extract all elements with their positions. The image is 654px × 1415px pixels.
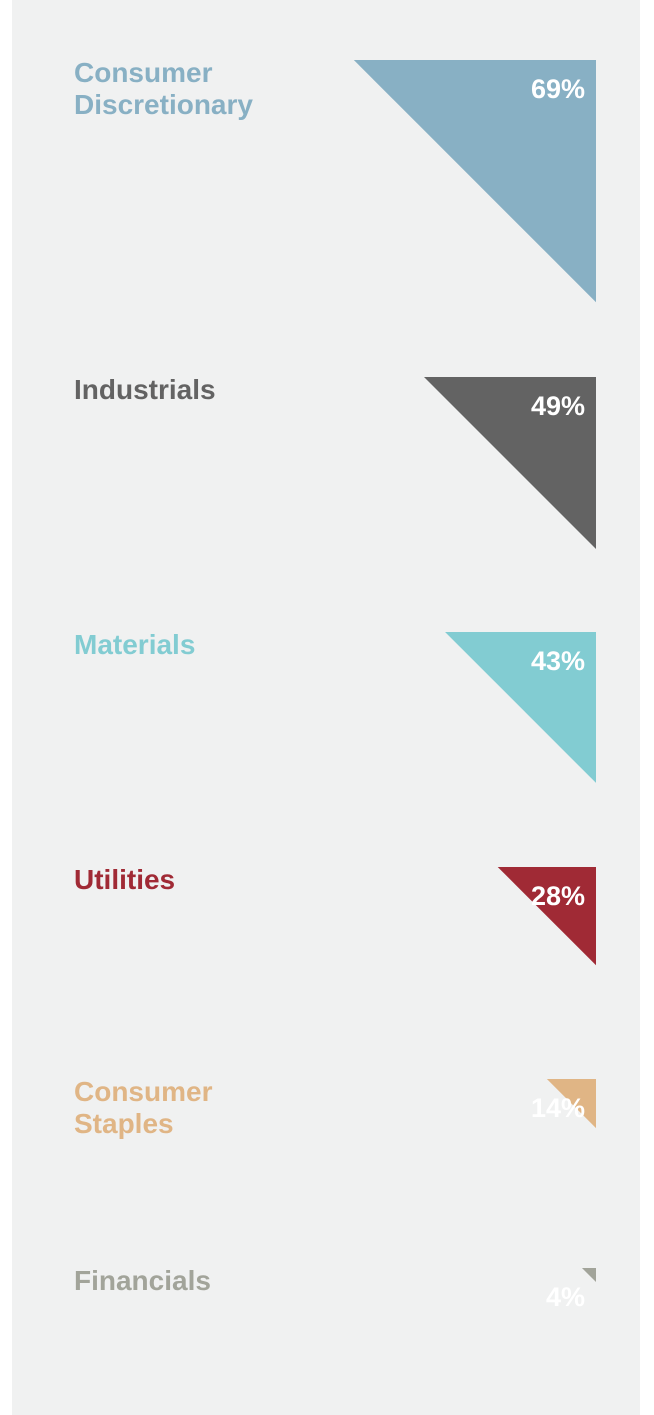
chart-panel: Consumer Discretionary 69% Industrials 49% Ma… [12, 0, 640, 1415]
chart-row-materials: Materials 43% [74, 629, 596, 783]
chart-row-consumer-staples: Consumer Staples 14% [74, 1076, 596, 1139]
chart-row-utilities: Utilities 28% [74, 864, 596, 966]
category-label-line: Staples [74, 1108, 174, 1139]
category-label-line: Utilities [74, 864, 175, 895]
chart-row-industrials: Industrials 49% [74, 374, 596, 549]
value-label-financials: 4% [546, 1282, 585, 1312]
value-label-consumer-discretionary: 69% [531, 74, 585, 104]
category-label-line: Industrials [74, 374, 216, 405]
triangle-mark-industrials [424, 377, 596, 549]
category-label-industrials: Industrials [74, 374, 216, 405]
chart-row-consumer-discretionary: Consumer Discretionary 69% [74, 57, 596, 303]
value-label-materials: 43% [531, 646, 585, 676]
category-label-line: Materials [74, 629, 195, 660]
category-label-financials: Financials [74, 1265, 211, 1296]
category-label-line: Discretionary [74, 89, 253, 120]
category-label-consumer-discretionary: Consumer Discretionary [74, 57, 253, 120]
value-label-consumer-staples: 14% [531, 1093, 585, 1123]
triangle-bar-chart: Consumer Discretionary 69%Industrials49%Ma… [74, 57, 596, 1312]
value-label-industrials: 49% [531, 391, 585, 421]
chart-row-financials: Financials 4% [74, 1265, 596, 1312]
triangle-mark-consumer-discretionary [353, 60, 596, 303]
triangle-mark-consumer-staples [546, 1079, 596, 1129]
category-label-line: Financials [74, 1265, 211, 1296]
value-label-utilities: 28% [531, 881, 585, 911]
category-label-line: Consumer [74, 57, 213, 88]
triangle-mark-financials [581, 1268, 596, 1283]
category-label-materials: Materials [74, 629, 195, 660]
triangle-mark-materials [445, 632, 596, 783]
category-label-utilities: Utilities [74, 864, 175, 895]
category-label-consumer-staples: Consumer Staples [74, 1076, 213, 1139]
category-label-line: Consumer [74, 1076, 213, 1107]
